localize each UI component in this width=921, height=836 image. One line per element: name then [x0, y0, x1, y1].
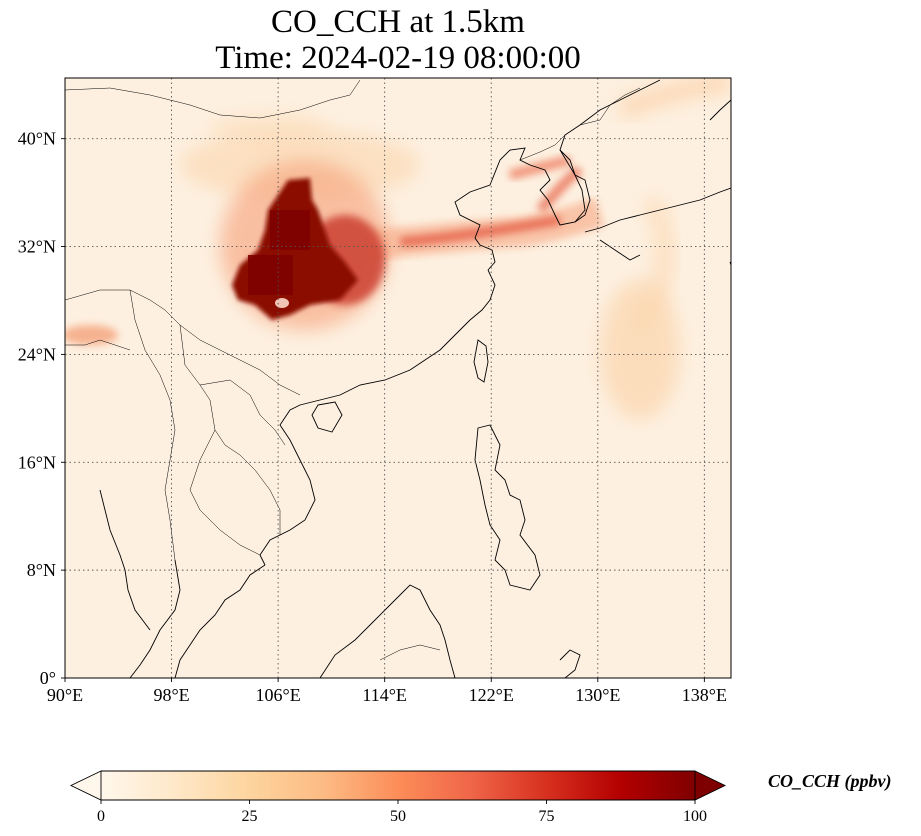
- plume-west-pakistan: [65, 325, 118, 345]
- y-tick-label: 16°N: [18, 452, 56, 472]
- y-axis: 0° 8°N 16°N 24°N 32°N 40°N: [18, 129, 65, 688]
- colorbar-extend-min: [69, 770, 102, 801]
- country-borders: [65, 79, 641, 661]
- coastline-sulawesi: [559, 649, 581, 678]
- colorbar-tick-label: 75: [539, 808, 555, 825]
- concentration-field: [65, 78, 731, 420]
- x-tick-label: 122°E: [469, 685, 514, 705]
- y-tick-label: 24°N: [18, 344, 56, 364]
- plume-band-east: [368, 155, 605, 260]
- colorbar-tick-label: 50: [390, 808, 406, 825]
- coastlines: [99, 79, 731, 678]
- coastline-indochina: [99, 489, 266, 678]
- border-russia: [579, 87, 641, 126]
- y-tick-label: 0°: [40, 668, 56, 688]
- x-tick-label: 138°E: [682, 685, 727, 705]
- coastline-borneo: [319, 584, 456, 678]
- border-indochina: [179, 324, 286, 556]
- y-tick-label: 32°N: [18, 237, 56, 257]
- border-india: [65, 339, 131, 351]
- colorbar-label: CO_CCH (ppbv): [768, 771, 892, 792]
- x-tick-label: 90°E: [47, 685, 83, 705]
- coastline-south-china: [259, 269, 496, 566]
- border-china-southwest: [65, 289, 301, 396]
- map-title-line1: CO_CCH at 1.5km: [271, 4, 525, 40]
- colorbar-extend-max: [694, 770, 727, 801]
- y-tick-label: 40°N: [18, 129, 56, 149]
- map-frame: [64, 77, 732, 679]
- coastline-korea: [559, 149, 591, 223]
- coastline-taiwan: [473, 339, 489, 383]
- colorbar-tick-label: 100: [683, 808, 707, 825]
- colorbar-bar: [101, 771, 695, 800]
- map-title-line2: Time: 2024-02-19 08:00:00: [215, 40, 581, 76]
- y-tick-label: 8°N: [27, 560, 56, 580]
- colorbar: 0 25 50 75 100 CO_CCH (ppbv): [69, 770, 892, 825]
- colorbar-tick-label: 25: [242, 808, 258, 825]
- coastline-hainan: [311, 401, 343, 433]
- x-axis: 90°E 98°E 106°E 114°E 122°E 130°E 138°E: [47, 678, 727, 705]
- x-tick-label: 114°E: [362, 685, 407, 705]
- colorbar-tick-label: 0: [97, 808, 105, 825]
- x-tick-label: 130°E: [575, 685, 620, 705]
- colorbar-ticks: 0 25 50 75 100: [97, 800, 707, 825]
- plume-core-sichuan: [220, 160, 390, 330]
- border-north-korea: [519, 134, 566, 161]
- x-tick-label: 98°E: [153, 685, 189, 705]
- border-myanmar: [129, 289, 176, 561]
- border-china-mongolia: [65, 79, 361, 119]
- coastline-japan: [584, 99, 731, 261]
- border-borneo: [379, 644, 441, 661]
- plume-japan-east: [600, 78, 731, 420]
- coastline-philippines: [474, 424, 541, 591]
- gridlines: [65, 78, 731, 678]
- x-tick-label: 106°E: [256, 685, 301, 705]
